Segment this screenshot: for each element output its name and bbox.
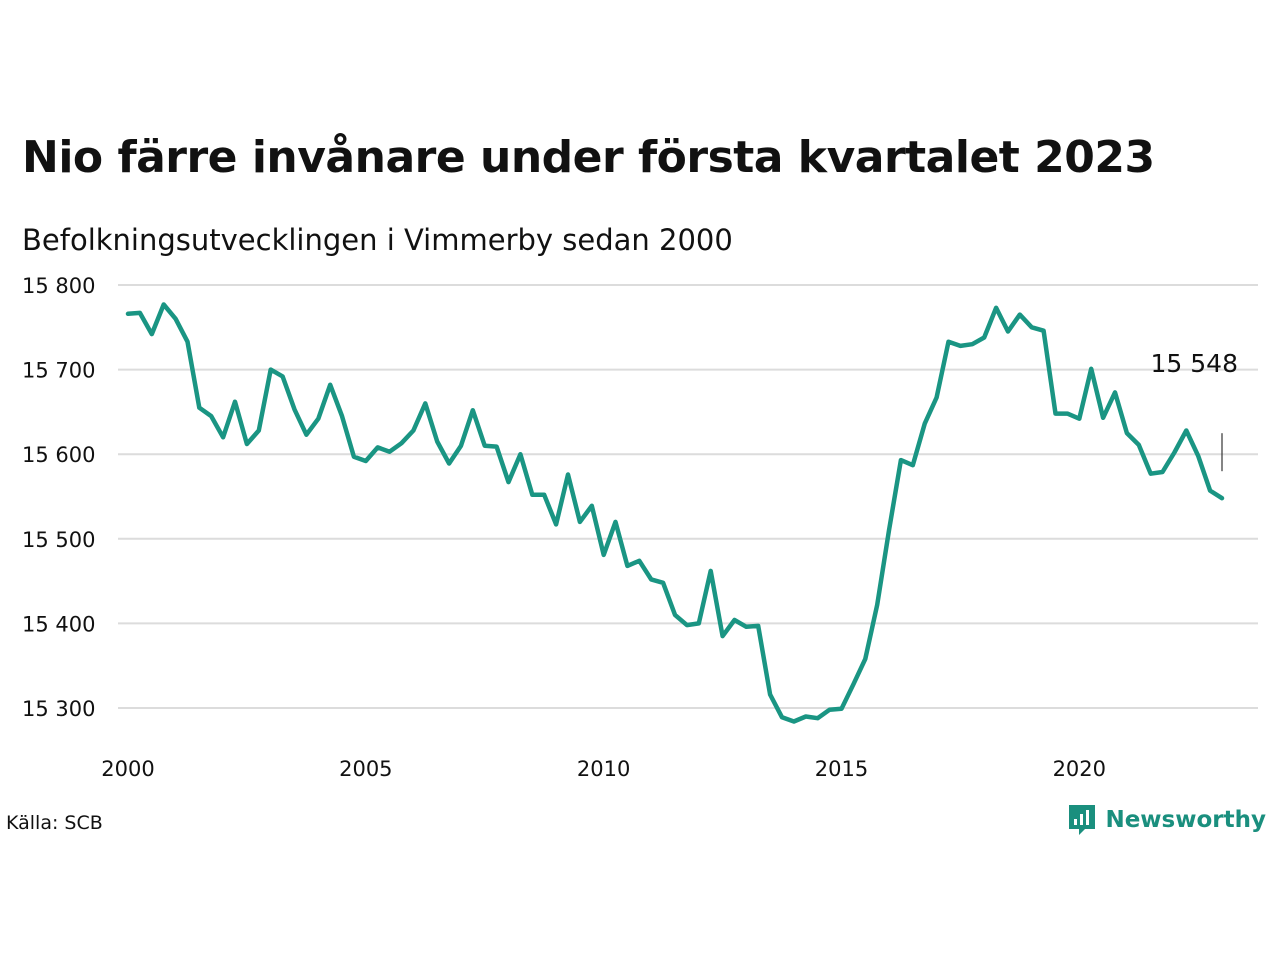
- y-tick-label: 15 700: [22, 359, 95, 383]
- y-tick-label: 15 600: [22, 443, 95, 467]
- value-annotation: 15 548: [1151, 349, 1238, 472]
- annotation-label: 15 548: [1151, 349, 1238, 378]
- y-tick-label: 15 400: [22, 612, 95, 636]
- x-tick-label: 2015: [815, 757, 868, 781]
- x-tick-label: 2010: [577, 757, 630, 781]
- source-credit: Källa: SCB: [6, 812, 103, 834]
- x-tick-label: 2020: [1053, 757, 1106, 781]
- brand-name: Newsworthy: [1105, 807, 1266, 833]
- line-chart: 15 300 15 400 15 500 15 600 15 700 15 800 200…: [22, 274, 1258, 781]
- y-axis-tick-labels: 15 300 15 400 15 500 15 600 15 700 15 800: [22, 274, 95, 721]
- y-tick-label: 15 800: [22, 274, 95, 298]
- brand-logo[interactable]: Newsworthy: [1067, 803, 1266, 837]
- chart-subtitle: Befolkningsutvecklingen i Vimmerby sedan…: [22, 223, 733, 257]
- y-tick-label: 15 300: [22, 697, 95, 721]
- newsworthy-logo-icon: [1069, 805, 1096, 835]
- x-axis-tick-labels: 2000 2005 2010 2015 2020: [101, 757, 1106, 781]
- x-tick-label: 2000: [101, 757, 154, 781]
- population-line: [125, 302, 1225, 724]
- y-tick-label: 15 500: [22, 528, 95, 552]
- x-tick-label: 2005: [339, 757, 392, 781]
- grid-lines: [118, 284, 1258, 709]
- chart-title: Nio färre invånare under första kvartale…: [22, 132, 1155, 183]
